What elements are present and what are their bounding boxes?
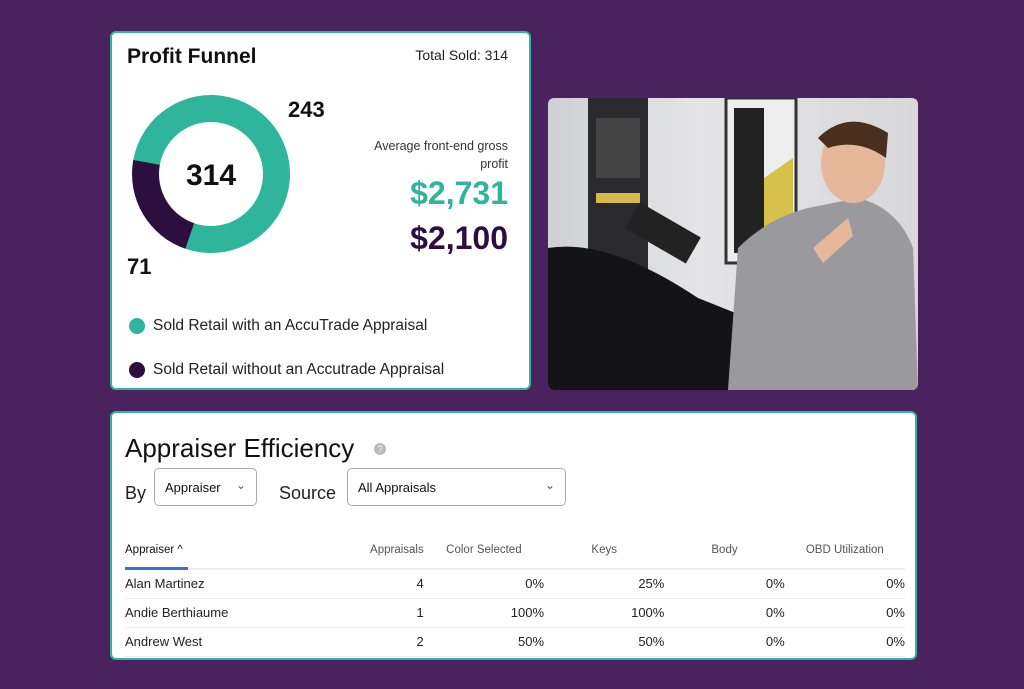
column-header-appraiser[interactable]: Appraiser ^ bbox=[125, 531, 296, 570]
by-label: By bbox=[125, 483, 147, 503]
sort-indicator bbox=[125, 567, 188, 570]
table-row[interactable]: Andie Berthiaume 1 100% 100% 0% 0% bbox=[125, 598, 905, 628]
table-cell: 100% bbox=[423, 598, 545, 628]
column-header-body[interactable]: Body bbox=[664, 531, 785, 570]
table-cell: 4 bbox=[295, 569, 424, 599]
table-cell: 2 bbox=[295, 627, 424, 657]
table-cell: Alan Martinez bbox=[125, 569, 296, 599]
column-header-color-selected[interactable]: Color Selected bbox=[423, 531, 545, 570]
table-cell: 0% bbox=[664, 627, 785, 657]
photo-illustration bbox=[548, 98, 918, 390]
donut-center-label: 314 bbox=[186, 159, 236, 192]
table-cell: 1 bbox=[295, 598, 424, 628]
appraiser-efficiency-card: Appraiser Efficiency ? By Appraiser ⌄ Sou… bbox=[110, 411, 917, 660]
source-select-value: All Appraisals bbox=[358, 480, 437, 495]
table-cell: 0% bbox=[784, 569, 905, 599]
donut-slice-1 bbox=[132, 159, 195, 249]
legend-item-without: Sold Retail without an Accutrade Apprais… bbox=[129, 361, 444, 379]
profit-funnel-card: Profit Funnel Total Sold: 314 314 243 71… bbox=[110, 31, 531, 390]
chevron-down-icon: ⌄ bbox=[235, 478, 246, 492]
column-header-appraisals[interactable]: Appraisals bbox=[295, 531, 424, 570]
by-select[interactable]: Appraiser ⌄ bbox=[154, 468, 257, 506]
table-cell: 50% bbox=[544, 627, 665, 657]
legend-label: Sold Retail without an Accutrade Apprais… bbox=[153, 361, 445, 378]
table-cell: 100% bbox=[544, 598, 665, 628]
legend-dot bbox=[129, 362, 145, 378]
table-cell: 0% bbox=[664, 598, 785, 628]
source-label: Source bbox=[279, 483, 337, 503]
legend-label: Sold Retail with an AccuTrade Appraisal bbox=[153, 317, 428, 334]
avg-profit-label: Average front-end gross profit bbox=[374, 139, 508, 171]
table-cell: 50% bbox=[423, 627, 545, 657]
table-row[interactable]: Andrew West 2 50% 50% 0% 0% bbox=[125, 627, 905, 657]
column-header-obd-utilization[interactable]: OBD Utilization bbox=[784, 531, 905, 570]
help-icon[interactable]: ? bbox=[374, 443, 386, 455]
legend-dot bbox=[129, 318, 145, 334]
avg-profit-without: $2,100 bbox=[410, 220, 508, 256]
by-select-value: Appraiser bbox=[165, 480, 221, 495]
table-cell: 0% bbox=[784, 598, 905, 628]
chevron-down-icon: ⌄ bbox=[544, 478, 555, 492]
table-cell: Andie Berthiaume bbox=[125, 598, 296, 628]
table-cell: 25% bbox=[544, 569, 665, 599]
total-sold: Total Sold: 314 bbox=[415, 47, 508, 63]
card-title: Profit Funnel bbox=[127, 45, 257, 68]
source-select[interactable]: All Appraisals ⌄ bbox=[347, 468, 566, 506]
table-cell: 0% bbox=[664, 569, 785, 599]
column-header-keys[interactable]: Keys bbox=[544, 531, 665, 570]
section-title: Appraiser Efficiency bbox=[125, 433, 355, 463]
salesperson-photo bbox=[548, 98, 918, 390]
slice-label-without: 71 bbox=[127, 254, 152, 279]
donut-chart: 314 bbox=[132, 95, 290, 253]
slice-label-with: 243 bbox=[288, 97, 325, 122]
avg-profit-with: $2,731 bbox=[410, 175, 508, 211]
table-cell: 0% bbox=[423, 569, 545, 599]
table-cell: Andrew West bbox=[125, 627, 296, 657]
table-row[interactable]: Alan Martinez 4 0% 25% 0% 0% bbox=[125, 569, 905, 599]
legend-item-with: Sold Retail with an AccuTrade Appraisal bbox=[129, 317, 427, 335]
table-cell: 0% bbox=[784, 627, 905, 657]
appraiser-table: Appraiser ^ Appraisals Color Selected Ke… bbox=[125, 531, 905, 657]
donut-slice-0 bbox=[133, 95, 290, 253]
